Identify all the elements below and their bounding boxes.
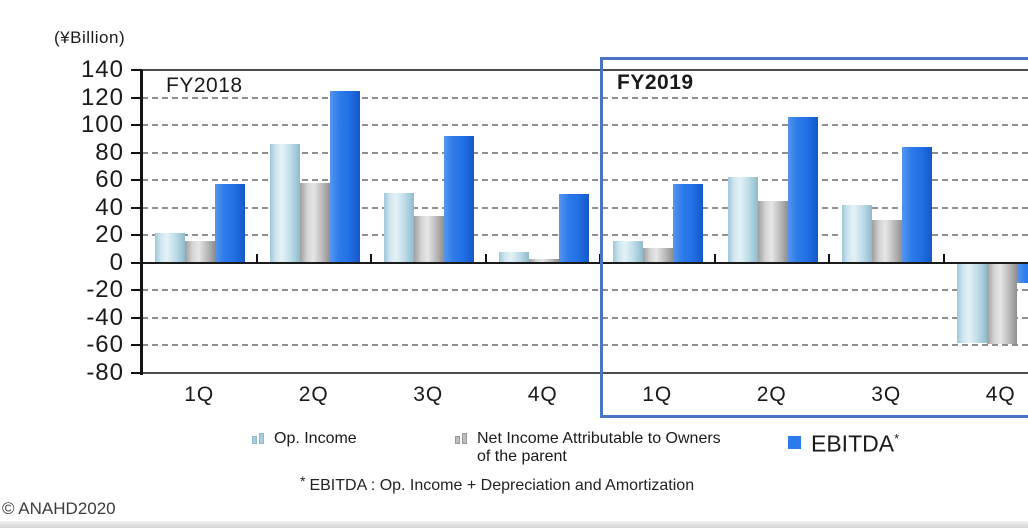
gridline-100: [142, 124, 1028, 127]
y-tick-label--60: -60: [86, 331, 124, 359]
bar-op-FY2019 1Q: [613, 240, 643, 263]
legend-item-net-income: Net Income Attributable to Owners of the…: [455, 430, 721, 466]
y-tick-20: [131, 234, 142, 237]
y-tick-label--40: -40: [86, 303, 124, 331]
bar-op-FY2019 4Q: [956, 262, 987, 343]
y-tick--60: [131, 344, 142, 347]
legend-item-op-income: Op. Income: [252, 430, 357, 448]
y-tick-0: [131, 261, 142, 264]
gridline--20: [142, 289, 1028, 292]
y-tick-label--20: -20: [86, 276, 124, 304]
bar-net-FY2019 3Q: [872, 220, 902, 263]
legend-label-op-income: Op. Income: [274, 430, 357, 447]
x-tick-label-fy2018-2q: 2Q: [298, 383, 329, 406]
y-tick-label--80: -80: [86, 359, 124, 386]
footnote-asterisk: *: [300, 473, 306, 489]
gridline-80: [142, 151, 1028, 154]
y-tick-label-0: 0: [109, 248, 124, 276]
gridline-0: [142, 261, 1028, 264]
bar-net-FY2018 1Q: [185, 240, 215, 263]
baseline-tick-2: [370, 253, 372, 263]
legend-label-ebitda: EBITDA*: [811, 430, 900, 457]
y-tick-80: [131, 151, 142, 154]
y-tick--20: [131, 289, 142, 292]
bar-ebitda-FY2018 4Q: [558, 193, 589, 263]
y-tick-label-100: 100: [80, 111, 124, 139]
fy2018-label: FY2018: [166, 74, 243, 97]
y-tick--40: [131, 316, 142, 319]
bar-op-FY2018 3Q: [384, 192, 414, 263]
bar-net-FY2018 3Q: [414, 215, 444, 263]
bar-ebitda-FY2019 3Q: [902, 147, 932, 263]
y-tick--80: [131, 372, 142, 374]
bar-net-FY2018 4Q: [528, 258, 559, 263]
bar-ebitda-FY2019 1Q: [673, 184, 703, 263]
y-tick-140: [131, 69, 142, 71]
bar-net-FY2018 2Q: [299, 182, 330, 263]
y-axis-line: [140, 70, 143, 375]
bar-net-FY2019 4Q: [986, 262, 1017, 345]
gridline-120: [142, 96, 1028, 99]
y-tick-120: [131, 96, 142, 99]
legend-label-net-income: Net Income Attributable to Owners of the…: [477, 430, 721, 466]
bar-ebitda-FY2018 2Q: [329, 90, 360, 263]
bar-op-FY2019 2Q: [727, 177, 758, 263]
y-tick-label-80: 80: [95, 138, 124, 166]
footnote-text: EBITDA : Op. Income + Depreciation and A…: [309, 477, 695, 494]
y-tick-100: [131, 124, 142, 127]
y-axis-unit-label: (¥Billion): [54, 28, 126, 47]
gridline--40: [142, 316, 1028, 319]
bar-ebitda-FY2018 3Q: [444, 136, 474, 263]
y-tick-40: [131, 206, 142, 209]
x-tick-label-fy2019-1q: 1Q: [642, 383, 673, 406]
y-tick-label-40: 40: [95, 193, 124, 221]
bar-net-FY2019 1Q: [643, 247, 673, 263]
baseline-tick-5: [713, 253, 716, 263]
plot-area: [142, 69, 1028, 374]
x-axis-labels: 1Q 2Q 3Q 4Q 1Q 2Q 3Q 4Q: [142, 383, 1028, 409]
legend-label-net-income-line1: Net Income Attributable to Owners: [477, 430, 721, 447]
gridline--80: [142, 372, 1028, 374]
bar-ebitda-FY2019 4Q: [1016, 262, 1028, 284]
baseline-tick-4: [599, 253, 601, 263]
bar-ebitda-FY2019 2Q: [787, 116, 818, 263]
ebitda-asterisk: *: [894, 431, 900, 446]
bar-net-FY2019 2Q: [757, 200, 788, 263]
x-tick-label-fy2018-3q: 3Q: [413, 383, 444, 406]
x-tick-label-fy2019-3q: 3Q: [871, 383, 902, 406]
y-tick-60: [131, 179, 142, 182]
x-tick-label-fy2018-4q: 4Q: [527, 383, 558, 406]
y-tick-label-20: 20: [95, 221, 124, 249]
x-tick-label-fy2019-2q: 2Q: [756, 383, 787, 406]
x-tick-label-fy2018-1q: 1Q: [184, 383, 215, 406]
baseline-tick-3: [484, 253, 487, 263]
y-tick-label-140: 140: [80, 56, 124, 83]
slide-bottom-edge: [0, 521, 1028, 528]
legend-item-ebitda: EBITDA*: [788, 427, 899, 456]
y-axis: 140 120 100 80 60 40 20 0 -20 -40 -60 -80: [0, 56, 142, 386]
baseline-tick-7: [942, 253, 945, 263]
ebitda-swatch-icon: [788, 430, 803, 449]
legend-label-net-income-line2: of the parent: [477, 448, 567, 465]
gridline--60: [142, 344, 1028, 347]
gridline-140: [142, 69, 1028, 71]
bar-ebitda-FY2018 1Q: [215, 184, 245, 263]
x-tick-label-fy2019-4q: 4Q: [985, 383, 1016, 406]
copyright: © ANAHD2020: [2, 499, 116, 518]
fy2019-label: FY2019: [617, 71, 694, 94]
bar-op-FY2018 4Q: [498, 251, 529, 263]
bar-op-FY2019 3Q: [842, 204, 872, 263]
bar-op-FY2018 1Q: [155, 232, 185, 263]
bar-op-FY2018 2Q: [269, 144, 300, 263]
net-income-swatch-icon: [455, 433, 469, 444]
footnote: * EBITDA : Op. Income + Depreciation and …: [300, 473, 694, 495]
y-tick-label-60: 60: [95, 166, 124, 194]
gridline-60: [142, 179, 1028, 182]
baseline-tick-1: [255, 253, 258, 263]
y-tick-label-120: 120: [80, 83, 124, 111]
baseline-tick-6: [828, 253, 830, 263]
op-income-swatch-icon: [252, 433, 266, 444]
